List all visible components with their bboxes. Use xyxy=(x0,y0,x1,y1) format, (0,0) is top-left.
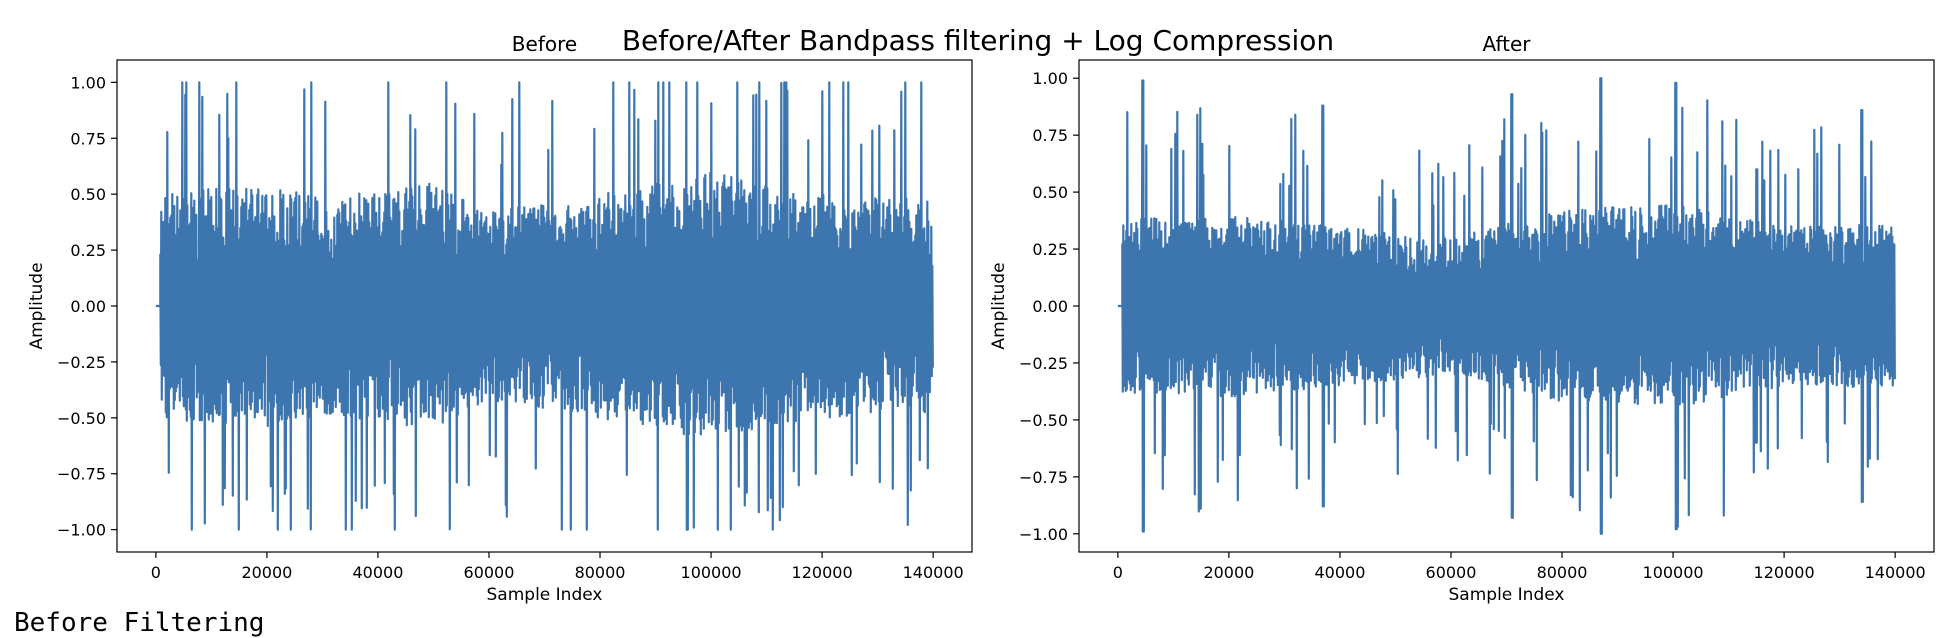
y-axis-label-before: Amplitude xyxy=(27,262,47,349)
panel-title-after: After xyxy=(1482,32,1531,56)
cell-output-text: Before Filtering xyxy=(14,608,265,638)
x-tick-label-before: 60000 xyxy=(464,563,515,582)
x-tick-label-after: 120000 xyxy=(1754,563,1815,582)
x-tick-label-before: 40000 xyxy=(352,563,403,582)
figure-suptitle: Before/After Bandpass filtering + Log Co… xyxy=(622,24,1334,57)
x-tick-label-before: 100000 xyxy=(681,563,742,582)
x-axis-label-before: Sample Index xyxy=(487,585,603,605)
y-tick-label-before: 0.00 xyxy=(70,297,106,316)
y-tick-label-before: −1.00 xyxy=(57,521,106,540)
x-axis-label-after: Sample Index xyxy=(1449,585,1565,605)
x-tick-label-after: 20000 xyxy=(1203,563,1254,582)
x-tick-label-after: 40000 xyxy=(1314,563,1365,582)
x-tick-label-after: 0 xyxy=(1113,563,1123,582)
x-tick-label-before: 140000 xyxy=(903,563,964,582)
y-tick-label-after: 0.75 xyxy=(1032,126,1068,145)
y-tick-label-after: −0.50 xyxy=(1019,411,1068,430)
y-tick-label-after: −0.25 xyxy=(1019,354,1068,373)
y-tick-label-after: 0.50 xyxy=(1032,183,1068,202)
tick-group-before: 0 20000 40000 60000 80000 100000 120000 140000 1… xyxy=(57,73,964,582)
x-tick-label-after: 60000 xyxy=(1426,563,1477,582)
y-tick-label-before: 0.50 xyxy=(70,185,106,204)
y-tick-label-before: −0.50 xyxy=(57,409,106,428)
x-tick-label-after: 80000 xyxy=(1537,563,1588,582)
panel-after: After Sample Index Amplitude 0 20000 40000… xyxy=(989,32,1935,605)
x-tick-label-before: 20000 xyxy=(241,563,292,582)
x-tick-label-before: 80000 xyxy=(575,563,626,582)
y-tick-label-before: 0.25 xyxy=(70,241,106,260)
y-tick-label-before: −0.25 xyxy=(57,353,106,372)
signal-line-after xyxy=(1117,77,1896,535)
panel-before: Before Sample Index Amplitude 0 20000 4000… xyxy=(27,32,973,605)
tick-group-after: 0 20000 40000 60000 80000 100000 120000 140000 1… xyxy=(1019,69,1926,582)
y-tick-label-after: −1.00 xyxy=(1019,525,1068,544)
x-tick-label-before: 120000 xyxy=(792,563,853,582)
x-tick-label-after: 100000 xyxy=(1643,563,1704,582)
y-tick-label-after: 0.00 xyxy=(1032,297,1068,316)
y-tick-label-before: 0.75 xyxy=(70,129,106,148)
y-axis-label-after: Amplitude xyxy=(989,262,1009,349)
panel-title-before: Before xyxy=(512,32,577,56)
signal-line-before xyxy=(155,81,934,531)
y-tick-label-after: 1.00 xyxy=(1032,69,1068,88)
x-tick-label-before: 0 xyxy=(151,563,161,582)
y-tick-label-before: −0.75 xyxy=(57,465,106,484)
x-tick-label-after: 140000 xyxy=(1865,563,1926,582)
y-tick-label-before: 1.00 xyxy=(70,73,106,92)
y-tick-label-after: 0.25 xyxy=(1032,240,1068,259)
y-tick-label-after: −0.75 xyxy=(1019,468,1068,487)
